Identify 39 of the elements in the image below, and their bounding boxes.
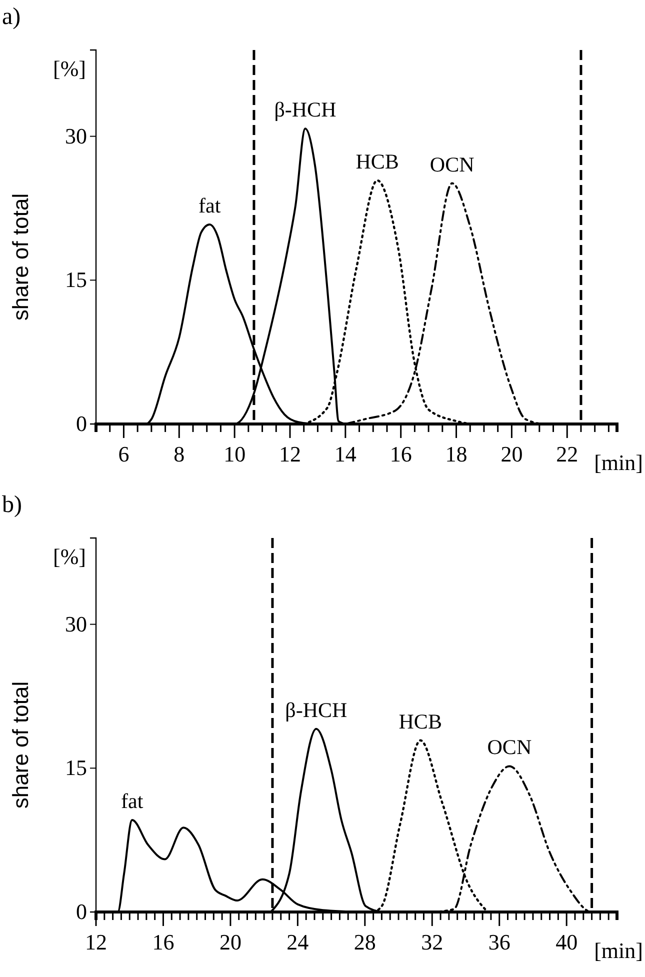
x-tick-label: 24 — [286, 930, 309, 955]
series-label: β-HCH — [274, 98, 336, 122]
y-tick-label: 15 — [65, 755, 87, 780]
y-tick-label: 30 — [65, 123, 87, 148]
x-tick-label: 22 — [556, 442, 578, 467]
x-tick-label: 28 — [354, 930, 376, 955]
series-label: HCB — [398, 709, 442, 734]
chart-title: a) — [2, 4, 21, 30]
y-tick-label: 30 — [65, 611, 87, 636]
series-label: OCN — [430, 152, 474, 176]
x-tick-label: 20 — [500, 442, 523, 467]
x-tick-label: 18 — [445, 442, 468, 467]
x-tick-label: 8 — [174, 442, 185, 467]
series-label: fat — [198, 194, 221, 218]
x-tick-label: 20 — [219, 930, 242, 955]
y-axis-title: share of total — [8, 193, 33, 321]
x-tick-label: 40 — [556, 930, 578, 955]
x-tick-label: 32 — [421, 930, 444, 955]
text: [%] — [53, 544, 86, 569]
x-tick-label: 12 — [85, 930, 107, 955]
series-label: fat — [121, 788, 144, 813]
series-label: OCN — [487, 735, 532, 760]
y-tick-label: 15 — [65, 267, 87, 292]
text: [%] — [53, 56, 86, 81]
x-tick-label: 16 — [390, 442, 412, 467]
x-axis-title: [min] — [594, 938, 643, 963]
chart-title: b) — [2, 492, 22, 518]
y-axis-title: share of total — [8, 681, 33, 809]
x-tick-label: 6 — [118, 442, 130, 467]
x-tick-label: 14 — [334, 442, 356, 467]
y-tick-label: 0 — [76, 899, 87, 924]
x-tick-label: 12 — [278, 442, 301, 467]
series-label: β-HCH — [285, 698, 348, 722]
x-tick-label: 10 — [224, 442, 246, 467]
y-tick-label: 0 — [76, 411, 87, 436]
series-label: HCB — [356, 149, 399, 174]
x-tick-label: 16 — [152, 930, 174, 955]
x-tick-label: 36 — [488, 930, 510, 955]
x-axis-title: [min] — [594, 450, 643, 475]
